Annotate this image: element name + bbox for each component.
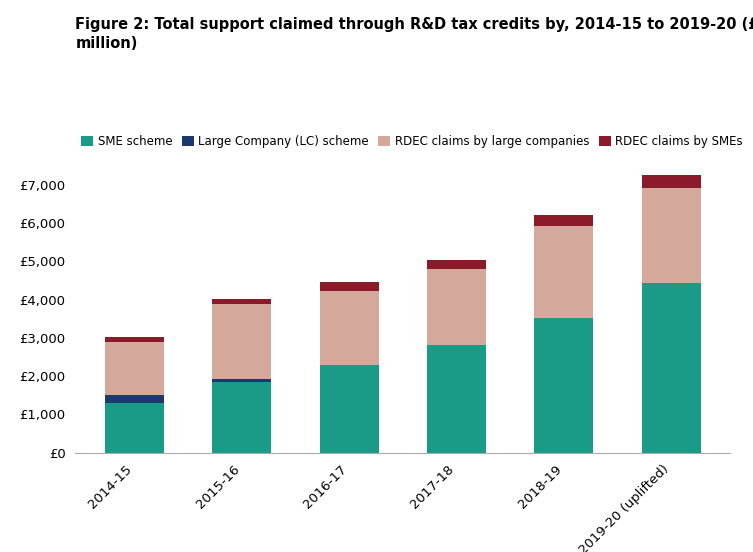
Bar xyxy=(642,188,700,284)
Bar xyxy=(105,342,164,395)
Bar xyxy=(427,260,486,269)
Bar xyxy=(320,365,379,453)
Bar xyxy=(212,299,271,304)
Bar xyxy=(105,395,164,403)
Bar xyxy=(427,346,486,453)
Bar xyxy=(105,403,164,453)
Bar xyxy=(642,175,700,188)
Bar xyxy=(427,269,486,346)
Legend: SME scheme, Large Company (LC) scheme, RDEC claims by large companies, RDEC clai: SME scheme, Large Company (LC) scheme, R… xyxy=(81,135,743,148)
Bar xyxy=(212,304,271,379)
Bar xyxy=(642,284,700,453)
Bar xyxy=(535,215,593,226)
Bar xyxy=(535,317,593,453)
Bar xyxy=(320,282,379,291)
Bar xyxy=(212,382,271,453)
Bar xyxy=(535,226,593,317)
Bar xyxy=(105,337,164,342)
Text: Figure 2: Total support claimed through R&D tax credits by, 2014-15 to 2019-20 (: Figure 2: Total support claimed through … xyxy=(75,17,753,51)
Bar xyxy=(320,291,379,365)
Bar xyxy=(212,379,271,382)
